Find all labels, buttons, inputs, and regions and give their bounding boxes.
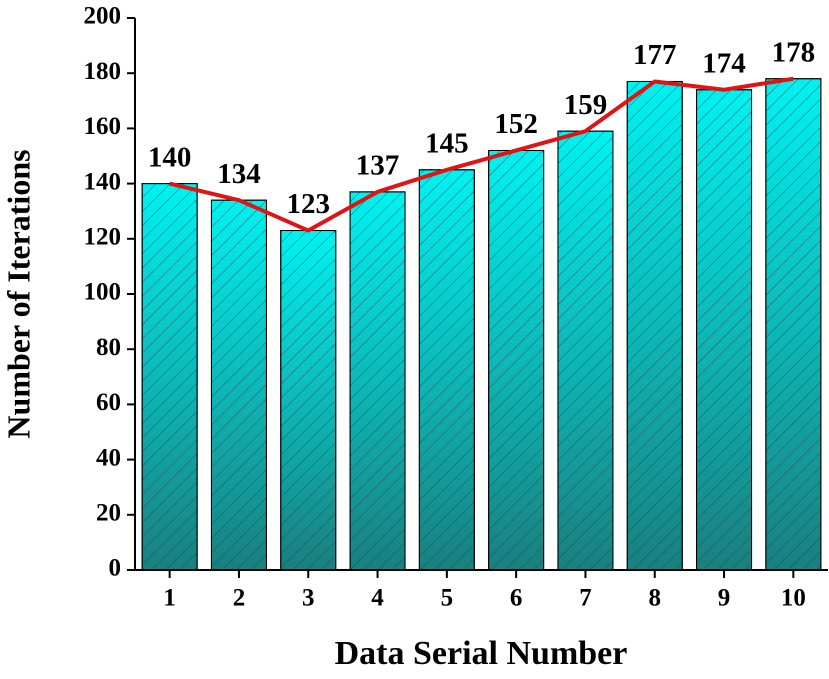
y-tick-label: 80 bbox=[96, 334, 121, 361]
bar-hatch bbox=[488, 149, 545, 571]
x-tick-label: 1 bbox=[163, 585, 176, 612]
value-label: 177 bbox=[633, 39, 677, 71]
y-tick-label: 60 bbox=[96, 389, 121, 416]
y-tick-label: 0 bbox=[109, 555, 122, 582]
y-tick-label: 20 bbox=[96, 500, 121, 527]
x-tick-label: 10 bbox=[781, 585, 806, 612]
y-tick-label: 200 bbox=[84, 3, 122, 30]
y-tick-label: 140 bbox=[84, 168, 122, 195]
x-tick-label: 5 bbox=[441, 585, 454, 612]
x-tick-label: 9 bbox=[718, 585, 731, 612]
x-tick-label: 8 bbox=[649, 585, 662, 612]
y-axis-label: Number of Iterations bbox=[0, 149, 36, 438]
x-tick-label: 2 bbox=[233, 585, 246, 612]
x-tick-label: 6 bbox=[510, 585, 523, 612]
value-label: 178 bbox=[772, 36, 816, 68]
y-tick-label: 160 bbox=[84, 113, 122, 140]
value-label: 123 bbox=[287, 188, 331, 220]
bar-hatch bbox=[696, 89, 753, 571]
x-axis-label: Data Serial Number bbox=[335, 635, 628, 672]
value-label: 152 bbox=[494, 108, 538, 140]
y-tick-label: 120 bbox=[84, 224, 122, 251]
y-tick-label: 40 bbox=[96, 444, 121, 471]
bar-hatch bbox=[280, 230, 337, 571]
bar-hatch bbox=[557, 130, 614, 571]
bar-hatch bbox=[349, 191, 406, 571]
bar-hatch bbox=[626, 80, 683, 571]
x-tick-label: 4 bbox=[371, 585, 384, 612]
y-tick-label: 100 bbox=[84, 279, 122, 306]
y-tick-label: 180 bbox=[84, 58, 122, 85]
bar-hatch bbox=[141, 183, 198, 571]
value-label: 140 bbox=[148, 141, 192, 173]
value-label: 137 bbox=[356, 150, 400, 182]
bar-hatch bbox=[210, 199, 267, 571]
bar-hatch bbox=[765, 78, 822, 571]
value-label: 145 bbox=[425, 127, 469, 159]
trend-line bbox=[169, 76, 794, 233]
bar-hatch bbox=[418, 169, 475, 571]
value-label: 174 bbox=[702, 47, 746, 79]
x-tick-label: 7 bbox=[579, 585, 592, 612]
x-tick-label: 3 bbox=[302, 585, 315, 612]
value-label: 134 bbox=[217, 158, 261, 190]
value-label: 159 bbox=[564, 89, 608, 121]
